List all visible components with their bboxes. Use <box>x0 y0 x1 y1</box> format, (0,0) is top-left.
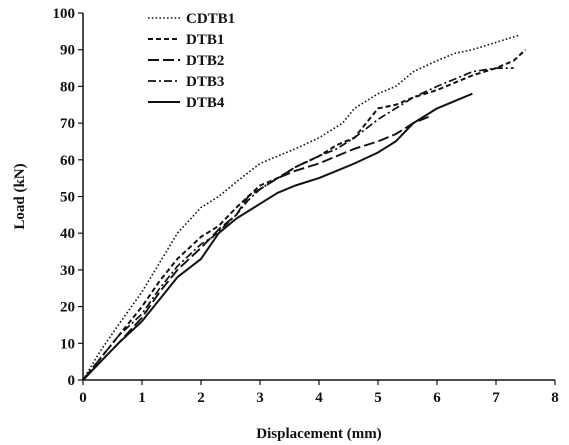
legend-label-dtb1: DTB1 <box>186 32 224 48</box>
series-line-dtb4 <box>82 92 473 381</box>
y-tick-label: 60 <box>60 153 75 169</box>
x-tick-label: 0 <box>79 390 87 406</box>
legend-label-cdtb1: CDTB1 <box>186 11 235 27</box>
y-tick-label: 90 <box>60 43 75 59</box>
x-tick-label: 4 <box>315 390 323 406</box>
legend-label-dtb4: DTB4 <box>186 95 225 111</box>
legend-label-dtb2: DTB2 <box>186 53 224 69</box>
y-tick-label: 70 <box>60 116 75 132</box>
y-tick-label: 40 <box>60 226 75 242</box>
y-tick-label: 80 <box>60 79 75 95</box>
y-tick-label: 10 <box>60 336 75 352</box>
x-tick-label: 8 <box>551 390 559 406</box>
axes <box>82 13 555 381</box>
series-line-cdtb1 <box>82 34 520 381</box>
series-line-dtb2 <box>82 114 432 381</box>
series-layer <box>82 34 527 381</box>
x-tick-label: 7 <box>492 390 500 406</box>
y-tick-label: 20 <box>60 300 75 316</box>
x-tick-label: 3 <box>256 390 264 406</box>
x-tick-label: 5 <box>374 390 382 406</box>
y-axis-title: Load (kN) <box>12 163 28 229</box>
series-line-dtb3 <box>82 67 514 381</box>
x-axis-title: Displacement (mm) <box>256 426 381 442</box>
x-tick-label: 1 <box>138 390 146 406</box>
x-tick-label: 2 <box>197 390 205 406</box>
legend-label-dtb3: DTB3 <box>186 74 224 90</box>
y-tick-label: 30 <box>60 263 75 279</box>
legend: CDTB1 DTB1 DTB2 DTB3 DTB4 <box>148 11 235 111</box>
y-tick-label: 100 <box>53 6 76 22</box>
series-line-dtb1 <box>82 48 527 381</box>
y-tick-label: 50 <box>60 190 75 206</box>
x-tick-label: 6 <box>433 390 441 406</box>
y-tick-label: 0 <box>68 373 76 389</box>
